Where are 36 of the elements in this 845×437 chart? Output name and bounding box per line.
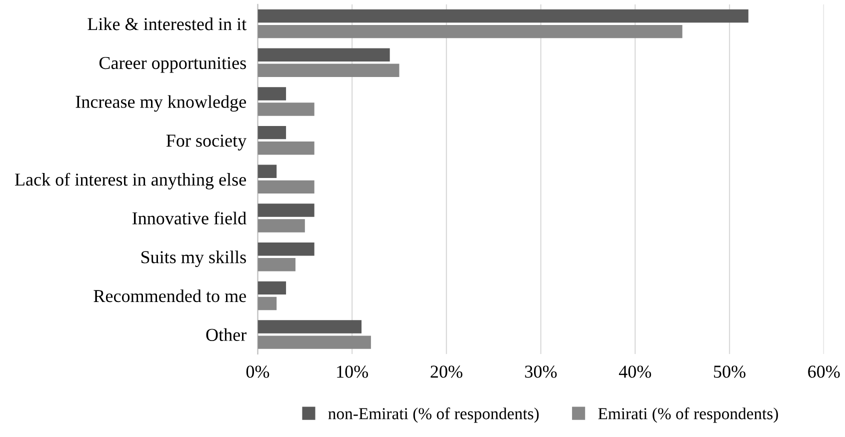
bar <box>258 164 277 178</box>
bar <box>258 48 390 62</box>
bar <box>258 141 314 155</box>
bar <box>258 242 314 256</box>
bar <box>258 204 314 217</box>
bar <box>258 126 286 140</box>
x-tick-label: 30% <box>525 366 557 378</box>
y-tick-label: Innovative field <box>132 212 246 224</box>
bar <box>258 24 682 38</box>
legend-label: non-Emirati (% of respondents) <box>328 407 539 423</box>
legend-label: Emirati (% of respondents) <box>598 407 778 423</box>
y-tick-label: Increase my knowledge <box>76 95 246 112</box>
x-tick-label: 50% <box>714 366 746 378</box>
y-tick-label: For society <box>166 134 247 150</box>
y-tick-label: Lack of interest in anything else <box>14 172 246 190</box>
x-tick-label: 20% <box>430 366 462 378</box>
bar <box>258 336 371 349</box>
bar <box>258 180 314 194</box>
bar <box>258 320 362 334</box>
y-tick-label: Like & interested in it <box>88 18 247 30</box>
x-tick-label: 40% <box>618 366 652 378</box>
y-tick-label: Career opportunities <box>99 56 246 73</box>
bar <box>258 296 277 310</box>
x-tick-label: 10% <box>337 366 368 378</box>
bar <box>258 102 314 116</box>
x-tick-label: 60% <box>808 366 840 378</box>
x-tick-label: 0% <box>246 366 270 378</box>
bar <box>258 258 296 272</box>
y-tick-label: Recommended to me <box>94 289 246 302</box>
y-tick-label: Other <box>206 328 246 341</box>
y-tick-label: Suits my skills <box>141 250 246 268</box>
bar <box>258 87 286 100</box>
bar <box>258 64 400 78</box>
bar <box>258 9 748 23</box>
bar <box>258 219 305 232</box>
bar <box>258 281 286 295</box>
